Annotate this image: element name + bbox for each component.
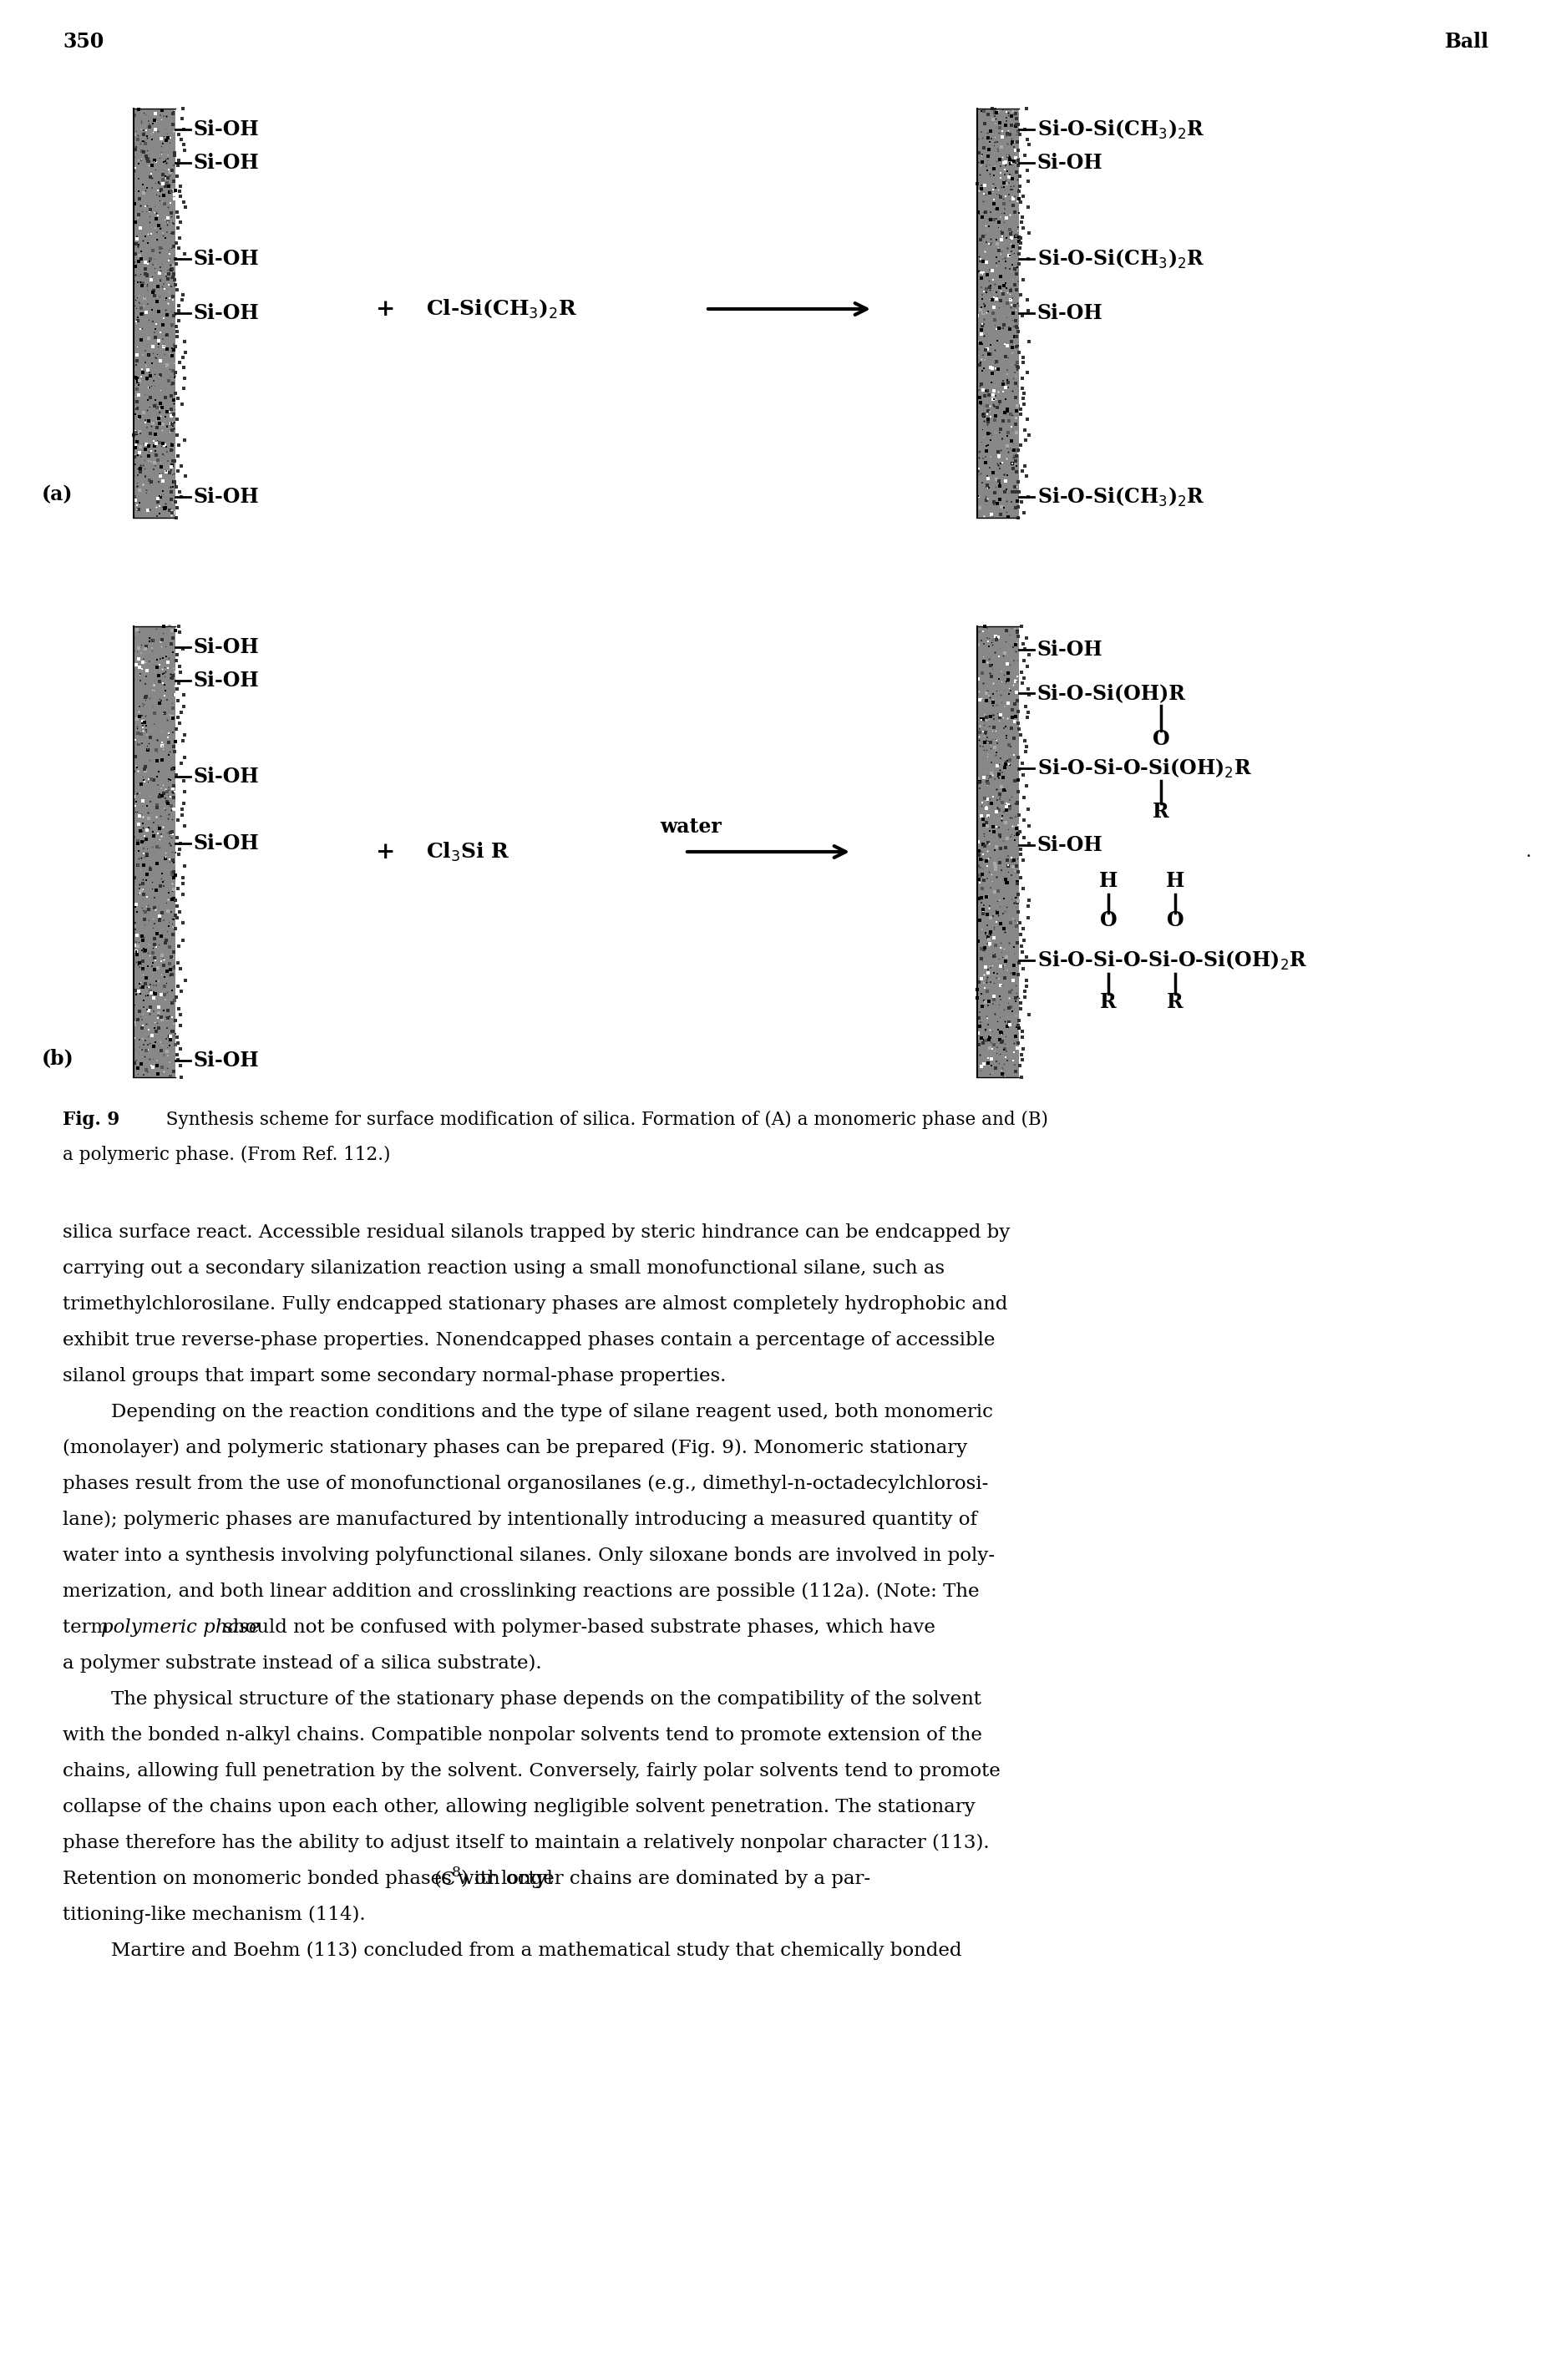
- Text: (b): (b): [42, 1047, 74, 1069]
- Bar: [133, 109, 175, 519]
- Text: water into a synthesis involving polyfunctional silanes. Only siloxane bonds are: water into a synthesis involving polyfun…: [62, 1547, 994, 1566]
- Text: Cl$_3$Si R: Cl$_3$Si R: [425, 840, 510, 864]
- Text: Ball: Ball: [1444, 31, 1489, 52]
- Text: silica surface react. Accessible residual silanols trapped by steric hindrance c: silica surface react. Accessible residua…: [62, 1223, 1010, 1242]
- Text: R: R: [1166, 992, 1183, 1012]
- Text: (a): (a): [42, 486, 73, 505]
- Text: merization, and both linear addition and crosslinking reactions are possible (11: merization, and both linear addition and…: [62, 1583, 979, 1602]
- Text: O: O: [1100, 909, 1117, 931]
- Text: Fig. 9: Fig. 9: [62, 1111, 119, 1128]
- Text: Si-OH: Si-OH: [194, 488, 259, 507]
- Text: O: O: [1152, 728, 1169, 750]
- Text: a polymeric phase. (From Ref. 112.): a polymeric phase. (From Ref. 112.): [62, 1145, 391, 1164]
- Text: +: +: [375, 840, 396, 864]
- Text: Si-OH: Si-OH: [194, 152, 259, 174]
- Bar: [977, 626, 1019, 1078]
- Text: phase therefore has the ability to adjust itself to maintain a relatively nonpol: phase therefore has the ability to adjus…: [62, 1835, 990, 1852]
- Text: exhibit true reverse-phase properties. Nonendcapped phases contain a percentage : exhibit true reverse-phase properties. N…: [62, 1330, 994, 1349]
- Text: should not be confused with polymer-based substrate phases, which have: should not be confused with polymer-base…: [217, 1618, 935, 1637]
- Text: O: O: [1166, 909, 1183, 931]
- Text: trimethylchlorosilane. Fully endcapped stationary phases are almost completely h: trimethylchlorosilane. Fully endcapped s…: [62, 1295, 1007, 1314]
- Text: Si-OH: Si-OH: [1036, 835, 1103, 854]
- Text: Retention on monomeric bonded phases with octyl: Retention on monomeric bonded phases wit…: [62, 1871, 558, 1887]
- Bar: [133, 626, 175, 1078]
- Text: Si-O-Si(CH$_3$)$_2$R: Si-O-Si(CH$_3$)$_2$R: [1036, 248, 1204, 271]
- Text: Si-O-Si(CH$_3$)$_2$R: Si-O-Si(CH$_3$)$_2$R: [1036, 119, 1204, 140]
- Text: R: R: [1100, 992, 1115, 1012]
- Text: Depending on the reaction conditions and the type of silane reagent used, both m: Depending on the reaction conditions and…: [62, 1402, 993, 1421]
- Text: Si-OH: Si-OH: [194, 250, 259, 269]
- Text: with the bonded n-alkyl chains. Compatible nonpolar solvents tend to promote ext: with the bonded n-alkyl chains. Compatib…: [62, 1726, 982, 1745]
- Text: R: R: [1152, 802, 1168, 821]
- Text: collapse of the chains upon each other, allowing negligible solvent penetration.: collapse of the chains upon each other, …: [62, 1797, 974, 1816]
- Text: Si-OH: Si-OH: [1036, 152, 1103, 174]
- Text: Si-OH: Si-OH: [1036, 640, 1103, 659]
- Text: 8: 8: [451, 1866, 461, 1880]
- Text: Si-OH: Si-OH: [194, 119, 259, 140]
- Text: Si-O-Si(OH)R: Si-O-Si(OH)R: [1036, 683, 1185, 702]
- Text: chains, allowing full penetration by the solvent. Conversely, fairly polar solve: chains, allowing full penetration by the…: [62, 1761, 1000, 1780]
- Text: Cl-Si(CH$_3$)$_2$R: Cl-Si(CH$_3$)$_2$R: [425, 298, 577, 321]
- Text: Si-OH: Si-OH: [194, 766, 259, 788]
- Text: H: H: [1098, 871, 1117, 890]
- Text: Si-O-Si(CH$_3$)$_2$R: Si-O-Si(CH$_3$)$_2$R: [1036, 486, 1204, 509]
- Text: .: .: [1525, 845, 1531, 859]
- Text: Si-OH: Si-OH: [1036, 302, 1103, 324]
- Text: titioning-like mechanism (114).: titioning-like mechanism (114).: [62, 1906, 366, 1923]
- Text: +: +: [375, 298, 396, 321]
- Text: Si-OH: Si-OH: [194, 1050, 259, 1071]
- Text: silanol groups that impart some secondary normal-phase properties.: silanol groups that impart some secondar…: [62, 1366, 726, 1385]
- Text: Si-OH: Si-OH: [194, 638, 259, 657]
- Text: (C: (C: [433, 1871, 456, 1887]
- Text: Si-O-Si-O-Si-O-Si(OH)$_2$R: Si-O-Si-O-Si-O-Si(OH)$_2$R: [1036, 950, 1306, 971]
- Text: polymeric phase: polymeric phase: [101, 1618, 261, 1637]
- Text: ) or longer chains are dominated by a par-: ) or longer chains are dominated by a pa…: [461, 1871, 870, 1887]
- Text: The physical structure of the stationary phase depends on the compatibility of t: The physical structure of the stationary…: [62, 1690, 980, 1709]
- Text: Si-OH: Si-OH: [194, 833, 259, 854]
- Text: a polymer substrate instead of a silica substrate).: a polymer substrate instead of a silica …: [62, 1654, 541, 1673]
- Text: 350: 350: [62, 31, 104, 52]
- Text: Synthesis scheme for surface modification of silica. Formation of (A) a monomeri: Synthesis scheme for surface modificatio…: [155, 1111, 1047, 1128]
- Text: phases result from the use of monofunctional organosilanes (e.g., dimethyl-n-oct: phases result from the use of monofuncti…: [62, 1476, 988, 1492]
- Bar: [977, 109, 1019, 519]
- Text: Si-OH: Si-OH: [194, 671, 259, 690]
- Text: H: H: [1165, 871, 1183, 890]
- Text: carrying out a secondary silanization reaction using a small monofunctional sila: carrying out a secondary silanization re…: [62, 1259, 945, 1278]
- Text: Si-OH: Si-OH: [194, 302, 259, 324]
- Text: lane); polymeric phases are manufactured by intentionally introducing a measured: lane); polymeric phases are manufactured…: [62, 1511, 977, 1528]
- Text: Si-O-Si-O-Si(OH)$_2$R: Si-O-Si-O-Si(OH)$_2$R: [1036, 757, 1252, 781]
- Text: Martire and Boehm (113) concluded from a mathematical study that chemically bond: Martire and Boehm (113) concluded from a…: [62, 1942, 962, 1961]
- Text: (monolayer) and polymeric stationary phases can be prepared (Fig. 9). Monomeric : (monolayer) and polymeric stationary pha…: [62, 1440, 966, 1457]
- Text: term: term: [62, 1618, 115, 1637]
- Text: water: water: [659, 816, 721, 838]
